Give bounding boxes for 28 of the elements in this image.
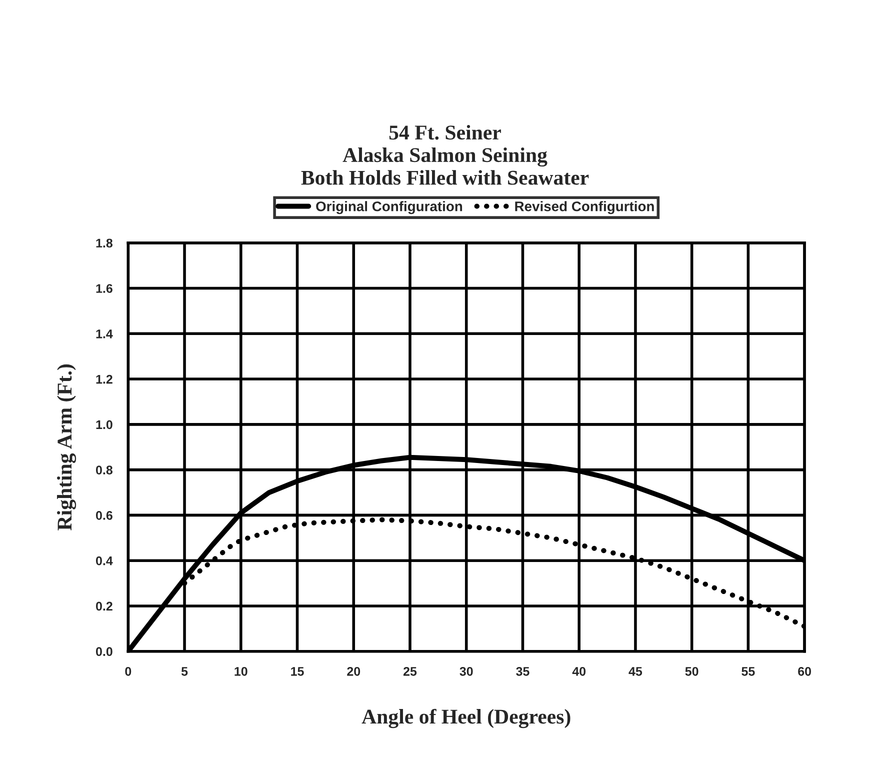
y-tick-label: 0.6 <box>96 511 112 520</box>
x-tick-label: 35 <box>516 666 530 676</box>
y-tick-label: 1.6 <box>96 284 112 293</box>
x-tick-label: 45 <box>628 667 642 676</box>
y-tick-label: 1.8 <box>96 238 112 248</box>
x-tick-label: 30 <box>460 666 473 676</box>
chart-title: 54 Ft. Seiner Alaska Salmon Seining Both Holds Filled with Seawater <box>301 124 589 185</box>
y-tick-label: 0.4 <box>96 556 113 566</box>
y-axis-title: Righting Arm (Ft.) <box>57 364 76 530</box>
x-tick-label: 50 <box>685 666 698 676</box>
legend-label: Original Configuration <box>316 201 462 214</box>
x-tick-label: 25 <box>403 666 417 676</box>
x-tick-label: 0 <box>125 666 132 676</box>
x-tick-label: 10 <box>234 666 248 676</box>
x-tick-label: 55 <box>742 667 755 676</box>
x-tick-label: 20 <box>347 666 360 676</box>
x-tick-label: 40 <box>572 666 586 676</box>
x-axis-title: Angle of Heel (Degrees) <box>362 708 570 728</box>
x-tick-label: 15 <box>291 667 304 676</box>
y-tick-label: 0.2 <box>96 602 112 611</box>
y-tick-label: 1.2 <box>96 374 112 384</box>
x-tick-label: 60 <box>798 666 811 676</box>
legend-label: Revised Configurtion <box>515 201 654 214</box>
y-tick-label: 0.8 <box>96 466 112 474</box>
y-tick-label: 1.0 <box>96 420 112 430</box>
x-tick-label: 5 <box>181 667 188 676</box>
y-tick-label: 0.0 <box>96 647 112 656</box>
y-tick-label: 1.4 <box>96 330 113 338</box>
